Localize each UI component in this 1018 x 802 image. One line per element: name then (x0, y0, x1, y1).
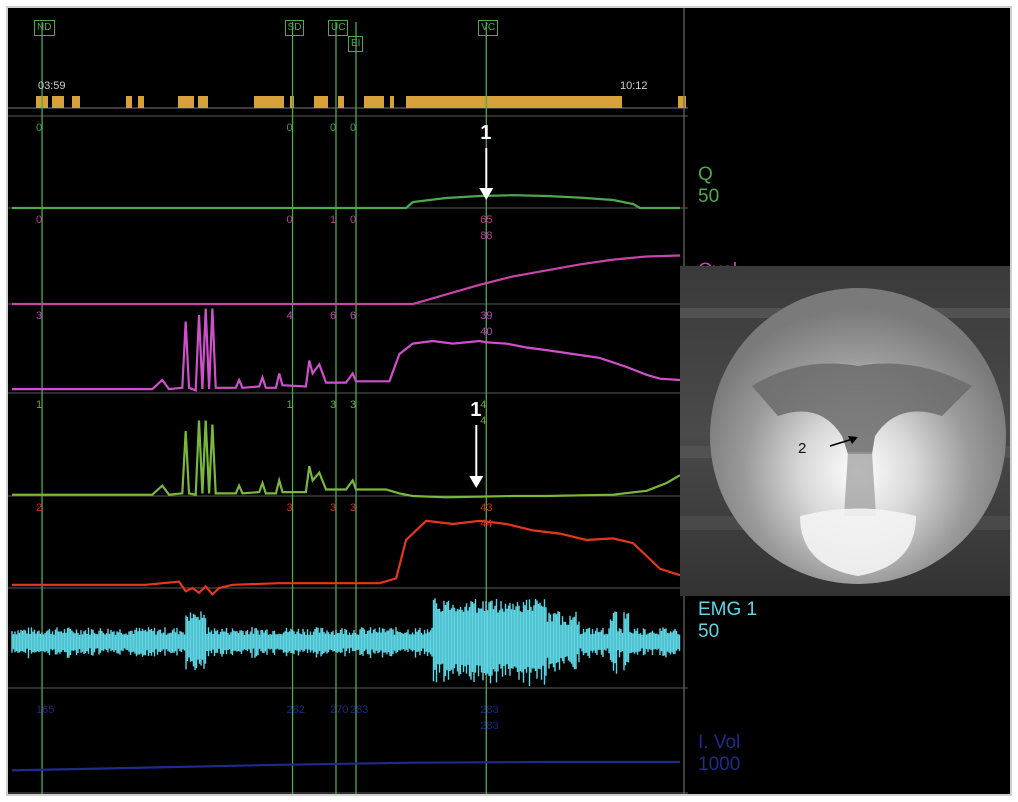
voiding-event-bar (178, 96, 194, 108)
channel-readout: 165 (36, 704, 55, 716)
channel-scale: 50 (698, 186, 720, 207)
channel-name: I. Vol (698, 732, 741, 753)
channel-scale: 1000 (698, 754, 741, 775)
channel-readout: 0 (286, 122, 293, 134)
channel-readout: 65 (480, 214, 493, 226)
voiding-event-bar (338, 96, 344, 108)
voiding-event-bar (198, 96, 208, 108)
urodynamic-plot (8, 8, 688, 794)
time-start-label: 03:59 (38, 80, 66, 92)
voiding-event-bar (52, 96, 64, 108)
trace-qvol (12, 254, 681, 306)
channel-readout: 6 (350, 310, 357, 322)
channel-readout: 2 (36, 502, 43, 514)
channel-name: EMG 1 (698, 599, 758, 620)
trace-emg-1 (11, 598, 681, 686)
channel-scale: 50 (698, 621, 720, 642)
voiding-event-bar (138, 96, 144, 108)
annotation-arrow-head (479, 188, 494, 200)
voiding-event-bar (364, 96, 384, 108)
channel-readout: 39 (480, 310, 493, 322)
cystogram-image (680, 266, 1010, 596)
channel-readout: 0 (286, 214, 293, 226)
event-marker-sd: SD (284, 20, 305, 36)
channel-label-q: Q 50 (698, 164, 719, 208)
channel-readout: 1 (36, 399, 43, 411)
channel-readout: 283 (480, 720, 499, 732)
channel-readout: 3 (286, 502, 293, 514)
channel-readout: 282 (286, 704, 305, 716)
channel-readout: 6 (329, 310, 337, 322)
trace-pdet (12, 519, 681, 597)
channel-readout: 0 (36, 122, 43, 134)
channel-readout: 4 (286, 310, 293, 322)
voiding-event-bar (314, 96, 328, 108)
channel-readout: 1 (329, 214, 337, 226)
image-annotation-label: 2 (798, 440, 807, 457)
channel-readout: 40 (480, 326, 493, 338)
channel-readout: 88 (480, 230, 493, 242)
channel-readout: 270 (329, 704, 349, 716)
trace-pves (12, 308, 681, 392)
channel-readout: 283 (480, 704, 499, 716)
annotation-arrow-head (469, 476, 484, 488)
channel-name: Q (698, 164, 713, 185)
event-marker-nd: ND (34, 20, 55, 36)
channel-readout: 3 (36, 310, 43, 322)
event-marker-vc: VC (478, 20, 499, 36)
channel-readout: 0 (350, 122, 357, 134)
channel-readout: 4 (480, 399, 487, 411)
channel-readout: 4 (480, 415, 487, 427)
voiding-event-bar (72, 96, 80, 108)
event-marker-ei: EI (348, 36, 364, 52)
channel-readout: 0 (36, 214, 43, 226)
channel-readout: 43 (480, 502, 493, 514)
trace-i-vol (11, 760, 680, 772)
event-marker-uc: UC (327, 20, 349, 36)
voiding-event-bar (126, 96, 132, 108)
channel-readout: 44 (480, 518, 493, 530)
trace-q (12, 194, 680, 210)
channel-readout: 3 (350, 399, 357, 411)
trace-pabd (12, 420, 681, 499)
channel-readout: 3 (329, 502, 337, 514)
channel-readout: 283 (350, 704, 369, 716)
arrow-label: 1 (480, 122, 492, 144)
voiding-event-bar (390, 96, 394, 108)
channel-readout: 1 (286, 399, 293, 411)
voiding-event-bar (254, 96, 284, 108)
voiding-event-bar (406, 96, 622, 108)
urodynamic-chart-frame: Q500000Qvol100000106588pves5034663940pab… (6, 6, 1012, 796)
arrow-label: 1 (470, 399, 482, 421)
channel-readout: 0 (350, 214, 357, 226)
channel-label-emg-1: EMG 1 50 (698, 599, 757, 643)
channel-readout: 0 (329, 122, 337, 134)
channel-readout: 3 (329, 399, 337, 411)
channel-label-i-vol: I. Vol 1000 (698, 732, 740, 776)
channel-readout: 3 (350, 502, 357, 514)
voiding-event-bar (678, 96, 686, 108)
time-end-label: 10:12 (620, 80, 648, 92)
